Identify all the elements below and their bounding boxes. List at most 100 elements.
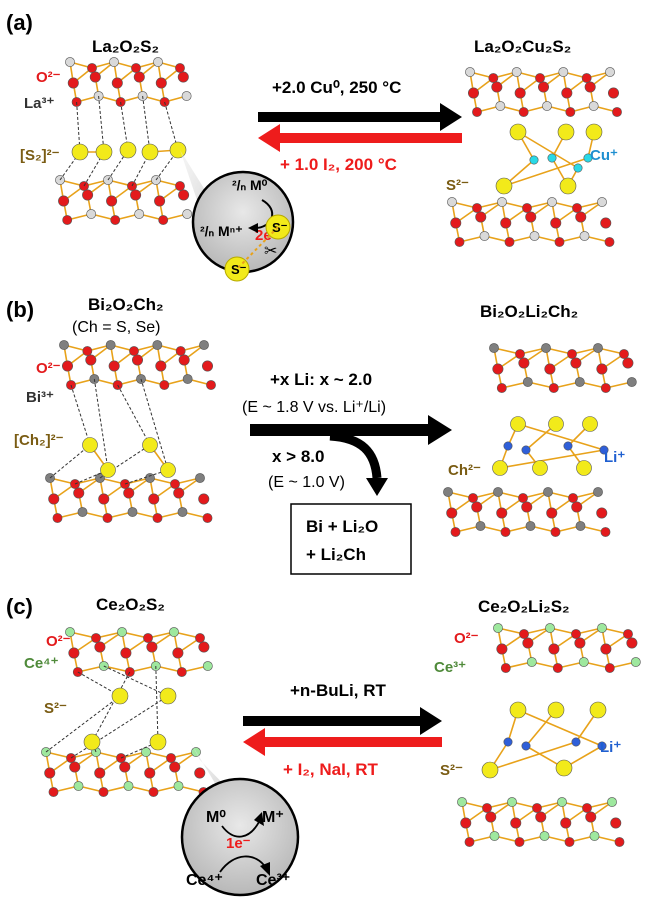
panel-b-left-title: Bi₂O₂Ch₂ — [88, 295, 164, 314]
panel-a-inset-m0: ²/ₙ M⁰ — [232, 177, 268, 193]
la2o2cu2s2-top-slab-atom — [558, 67, 569, 77]
panel-b-bismuth-label: Bi³⁺ — [26, 389, 54, 406]
la2o2s2-sulfur-atom — [169, 141, 187, 159]
scissors-icon: ✂ — [264, 243, 277, 260]
ce2o2s2-top-slab-atom — [169, 627, 179, 637]
panel-a-disulfide-label: [S₂]²⁻ — [20, 147, 60, 164]
bi2o2ch2-chalcogen-atom — [160, 462, 176, 478]
bi2o2li2ch2-top-slab-atom — [593, 343, 603, 353]
la2o2s2-top-slab-atom — [153, 57, 163, 67]
ce2o2s2-top-slab-atom — [150, 661, 161, 671]
li-ch-bond — [517, 423, 605, 451]
ce2o2s2-top-slab-oxygen-atom — [68, 647, 80, 659]
ce2o2li2s2-top-slab-oxygen-atom — [522, 637, 534, 649]
panel-c-inset-top-arrowhead — [254, 812, 264, 826]
panel-b-product-line-1: Bi + Li₂O — [306, 517, 378, 536]
ce2o2li2s2-top-slab-atom — [552, 663, 563, 673]
la2o2s2-interlayer-link — [76, 101, 81, 153]
ce2o2li2s2-top-slab-atom — [526, 657, 537, 667]
la2o2s2-bottom-slab-oxygen-atom — [154, 195, 166, 207]
ce2o2li2s2-top-slab-atom — [604, 663, 615, 673]
la2o2cu2s2-top-slab-atom — [511, 67, 522, 77]
bi2o2li2ch2-top-slab-atom — [619, 349, 629, 359]
ce2o2s2-bottom-slab-atom — [148, 787, 159, 797]
ce2o2li2s2-lithium-atom — [597, 741, 607, 751]
ce2o2li2s2-top-slab-oxygen-atom — [626, 637, 638, 649]
ce2o2li2s2-top-slab-atom — [578, 657, 589, 667]
la2o2cu2s2-top-slab-oxygen-atom — [467, 87, 479, 99]
panel-b-product-box — [290, 503, 412, 575]
la2o2s2-top-slab-atom — [109, 57, 119, 67]
panel-b-branch-sub: (E ~ 1.0 V) — [268, 474, 345, 491]
bi2o2li2ch2-top-slab-atom — [626, 377, 637, 387]
bi2o2li2ch2-top-slab-oxygen-atom — [544, 363, 556, 375]
bi2o2ch2-bottom-slab-oxygen-atom — [198, 493, 210, 505]
bi2o2ch2-top-slab-oxygen-atom — [108, 360, 120, 372]
bi2o2li2ch2-bottom-slab-atom — [493, 487, 503, 497]
la2o2cu2s2-top-slab-atom — [565, 107, 576, 117]
panel-b-letter: (b) — [6, 297, 34, 322]
panel-c-cerium3-label: Ce³⁺ — [434, 659, 466, 676]
panel-c-inset-m-plus: M⁺ — [262, 809, 284, 826]
ce2o2li2s2-top-slab-atom — [500, 663, 511, 673]
bi2o2li2ch2-top-slab-oxygen-atom — [596, 363, 608, 375]
bi2o2ch2-top-slab-atom — [152, 340, 163, 350]
la2o2cu2s2-top-slab-atom — [542, 101, 552, 111]
la2o2s2-bottom-slab-atom — [134, 209, 145, 219]
ce2o2s2-top-slab-oxygen-atom — [120, 647, 132, 659]
panel-b-chalcogenide-label: Ch²⁻ — [448, 462, 481, 479]
li-ch-bond — [499, 449, 605, 469]
bi2o2li2ch2-bottom-slab-oxygen-atom — [596, 507, 608, 519]
bi2o2ch2-top-slab-atom — [199, 340, 209, 350]
bi2o2li2ch2-bottom-slab-atom — [468, 493, 478, 503]
panel-a-reverse-label: + 1.0 I₂, 200 °C — [280, 155, 397, 174]
bi2o2li2ch2-chalcogen-atom — [492, 460, 508, 476]
bi2o2li2ch2-bottom-slab-oxygen-atom — [496, 507, 508, 519]
bi2o2li2ch2-top-slab-atom — [541, 343, 551, 353]
panel-b-lithium-label: Li⁺ — [604, 449, 625, 466]
la2o2s2-bottom-slab-atom — [182, 209, 193, 219]
la2o2s2-interlayer-link — [98, 95, 105, 153]
ce2o2li2s2-bottom-slab-atom — [582, 803, 592, 813]
bi2o2ch2-top-slab-atom — [82, 346, 93, 356]
la2o2cu2s2-top-slab-atom — [588, 101, 599, 111]
bi2o2li2ch2-bottom-slab-oxygen-atom — [521, 501, 533, 513]
bi2o2ch2-top-slab-atom — [159, 380, 170, 390]
ce2o2li2s2-sulfur-atom — [589, 701, 607, 719]
ce2o2s2-top-slab-atom — [143, 633, 153, 643]
ce2o2li2s2-lithium-atom — [521, 741, 531, 751]
la2o2s2-sulfur-atom — [71, 143, 89, 161]
panel-a-inset-s-minus-2: S⁻ — [231, 262, 247, 277]
panel-b-branch-label: x > 8.0 — [272, 447, 324, 466]
ce2o2li2s2-bottom-slab-atom — [514, 837, 525, 847]
ce2o2s2-interlayer-link — [155, 665, 159, 743]
la2o2cu2s2-bottom-slab-oxygen-atom — [450, 217, 462, 229]
la2o2cu2s2-top-slab-atom — [472, 107, 482, 117]
bi2o2li2ch2-bottom-slab-atom — [525, 521, 536, 531]
li-s-bond — [517, 709, 603, 747]
ce2o2li2s2-top-slab-atom — [571, 629, 581, 639]
ce2o2li2s2-top-slab-oxygen-atom — [548, 643, 560, 655]
bi2o2li2ch2-lithium-atom — [521, 445, 531, 455]
ce2o2s2-bottom-slab-atom — [48, 787, 59, 797]
bi2o2ch2-top-slab-atom — [182, 374, 193, 384]
panel-a-inset-arrowhead — [248, 223, 258, 233]
panel-c-inset-ce3: Ce³⁺ — [256, 872, 290, 889]
ce2o2li2s2-bottom-slab-oxygen-atom — [535, 811, 547, 823]
bi2o2li2ch2-bottom-slab-atom — [500, 527, 511, 537]
ce2o2li2s2-bottom-slab-atom — [614, 837, 625, 847]
ce2o2li2s2-bottom-slab-atom — [489, 831, 500, 841]
ce2o2li2s2-bottom-slab-atom — [507, 797, 517, 807]
bi2o2li2ch2-bottom-slab-atom — [550, 527, 561, 537]
bi2o2ch2-interlayer-link — [140, 378, 169, 471]
panel-a-reverse-arrow — [258, 124, 462, 152]
la2o2cu2s2-bottom-slab-atom — [597, 197, 607, 207]
bi2o2li2ch2-top-slab-atom — [600, 383, 611, 393]
bi2o2li2ch2-bottom-slab-oxygen-atom — [546, 507, 558, 519]
bi2o2ch2-bottom-slab-atom — [127, 507, 138, 517]
bi2o2ch2-bottom-slab-atom — [170, 479, 180, 489]
la2o2s2-bottom-slab-oxygen-atom — [82, 189, 94, 201]
la2o2cu2s2-copper-atom — [573, 163, 583, 173]
la2o2s2-interlayer-link — [164, 101, 179, 151]
